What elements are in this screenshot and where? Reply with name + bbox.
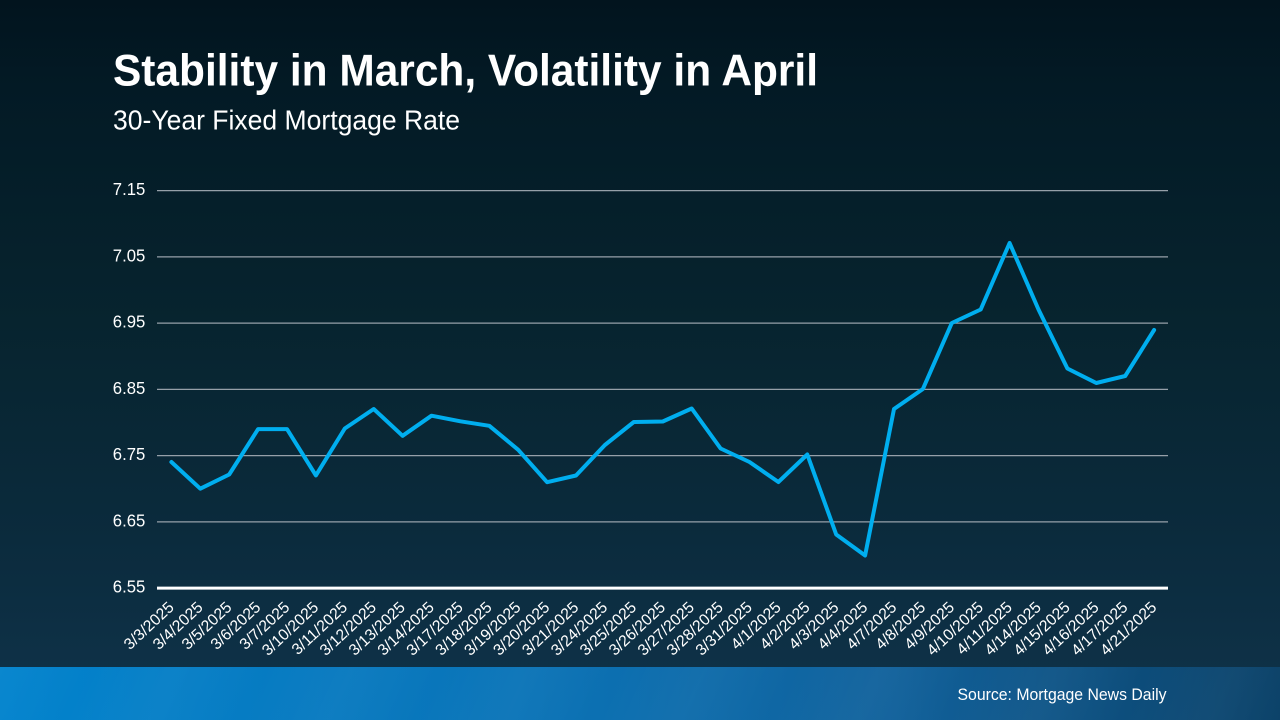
svg-text:7.05: 7.05 [113,246,146,266]
svg-text:6.55: 6.55 [113,577,146,597]
svg-text:6.95: 6.95 [113,312,146,332]
svg-text:6.75: 6.75 [113,444,146,464]
svg-text:30-Year Fixed Mortgage Rate: 30-Year Fixed Mortgage Rate [113,104,460,135]
svg-text:Stability in March, Volatility: Stability in March, Volatility in April [113,46,818,95]
svg-text:6.85: 6.85 [113,378,146,398]
svg-text:7.15: 7.15 [113,179,146,199]
svg-text:6.65: 6.65 [113,511,146,531]
svg-text:Source: Mortgage News Daily: Source: Mortgage News Daily [958,685,1167,704]
